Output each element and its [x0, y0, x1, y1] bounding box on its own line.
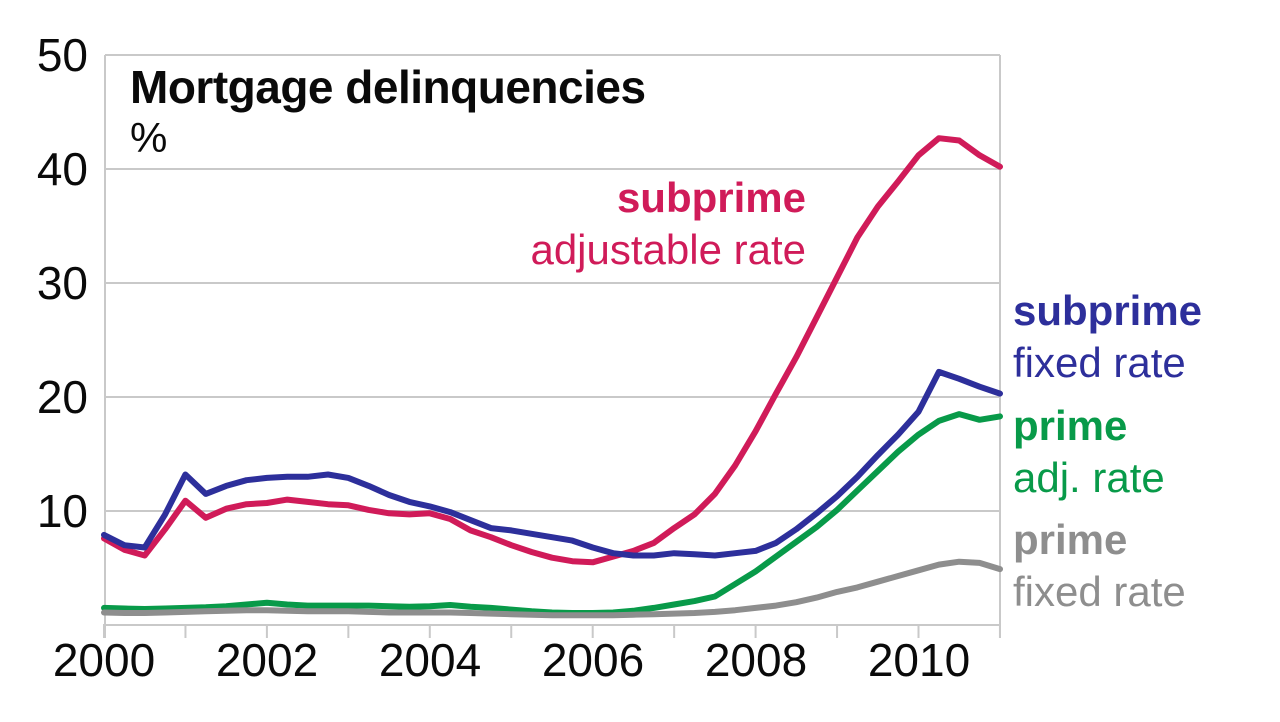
y-tick-label-30: 30	[36, 257, 88, 309]
series-label-prime-fixed-line1: prime	[1013, 516, 1128, 563]
series-label-subprime-adjustable-line1: subprime	[616, 174, 806, 221]
x-tick-label-2008: 2008	[704, 634, 808, 686]
x-tick-label-2004: 2004	[378, 634, 482, 686]
x-tick-label-2006: 2006	[541, 634, 645, 686]
y-tick-label-10: 10	[36, 485, 88, 537]
series-label-subprime-fixed-line2: fixed rate	[1013, 339, 1186, 386]
y-tick-label-40: 40	[36, 143, 88, 195]
series-label-subprime-fixed-line1: subprime	[1013, 287, 1203, 334]
series-label-prime-fixed-line2: fixed rate	[1013, 568, 1186, 615]
x-tick-label-2000: 2000	[52, 634, 156, 686]
line-prime-fixed	[101, 558, 1003, 619]
series-label-prime-adj-line2: adj. rate	[1013, 454, 1165, 501]
x-tick-label-2010: 2010	[867, 634, 971, 686]
y-axis-unit-label: %	[130, 114, 168, 161]
chart-title: Mortgage delinquencies	[130, 61, 646, 113]
line-subprime-arm	[101, 135, 1003, 566]
line-subprime-fixed	[101, 368, 1003, 559]
y-tick-label-50: 50	[36, 29, 88, 81]
y-tick-label-20: 20	[36, 371, 88, 423]
series-label-subprime-adjustable-line2: adjustable rate	[530, 226, 806, 273]
series-label-prime-adj-line1: prime	[1013, 402, 1128, 449]
x-tick-label-2002: 2002	[215, 634, 319, 686]
